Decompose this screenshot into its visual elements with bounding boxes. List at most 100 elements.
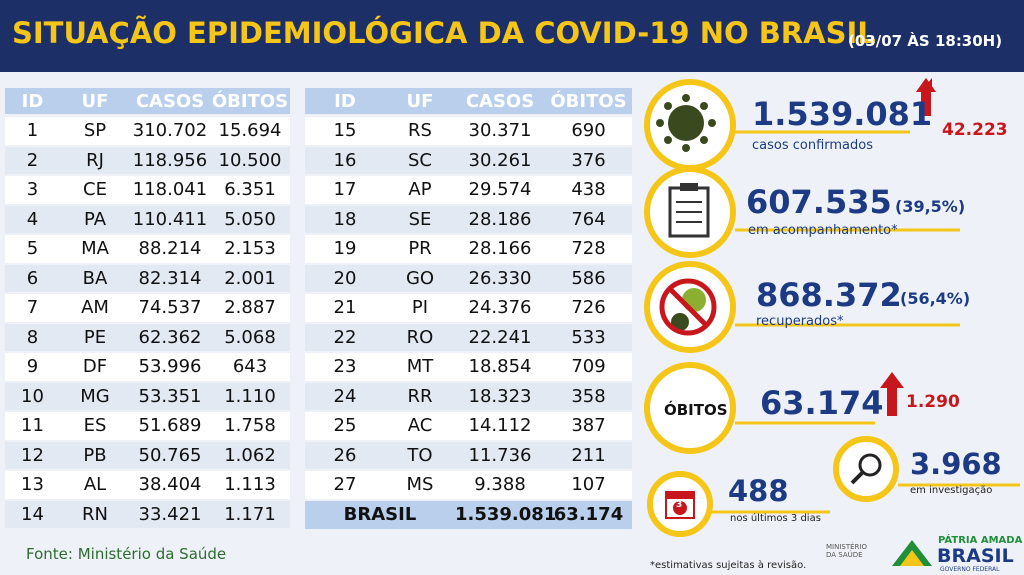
table-cell: 9 (26, 356, 39, 377)
table-cell: 3 (26, 179, 39, 200)
table-cell: 82.314 (138, 267, 202, 289)
table-cell: SP (83, 120, 107, 141)
table-cell: 8 (26, 326, 39, 348)
table-cell: 18 (333, 208, 357, 230)
table-cell: MS (406, 474, 434, 495)
table-cell: 10.500 (218, 149, 282, 171)
table-cell: 17 (333, 179, 357, 200)
table-cell: 26.330 (468, 267, 532, 289)
row-bg (305, 264, 632, 292)
table-cell: MA (81, 238, 109, 259)
row-bg (305, 412, 632, 440)
column-header: ÓBITOS (211, 91, 289, 112)
table-cell: 438 (571, 179, 606, 200)
row-bg (305, 323, 632, 351)
table-cell: 9.388 (474, 474, 526, 495)
row-bg (305, 235, 632, 263)
table-cell: 5.068 (224, 326, 276, 348)
row-bg (5, 412, 290, 440)
table-cell: 50.765 (138, 444, 202, 466)
confirmed-label: casos confirmados (752, 138, 873, 153)
table-cell: 15.694 (218, 120, 282, 141)
row-bg (5, 235, 290, 263)
table-cell: CE (83, 179, 107, 200)
table-cell: 2 (26, 149, 39, 171)
table-cell: RS (408, 120, 432, 141)
column-header: UF (81, 91, 109, 112)
table-cell: 74.537 (138, 297, 202, 318)
date: (03/07 ÀS 18:30H) (848, 32, 1003, 50)
row-bg (305, 353, 632, 381)
table-cell: 53.996 (138, 356, 202, 377)
table-cell: 11 (21, 415, 44, 436)
table-cell: 1.062 (224, 444, 276, 466)
table-header-bg (5, 88, 290, 114)
total-label: BRASIL (343, 503, 417, 525)
table-cell: SC (408, 149, 432, 171)
government: GOVERNO FEDERAL (940, 566, 1000, 573)
recovered-value: 868.372 (756, 276, 902, 314)
table-cell: 1 (26, 120, 39, 141)
table-cell: 24.376 (468, 297, 532, 318)
table-cell: 6 (26, 267, 39, 289)
table-cell: PA (83, 208, 107, 230)
table-cell: AM (81, 297, 109, 318)
total-deaths: 63.174 (553, 503, 624, 525)
table-cell: 16 (333, 149, 357, 171)
row-bg (5, 205, 290, 233)
table-cell: 14 (21, 503, 44, 525)
row-bg (5, 146, 290, 174)
ministry: MINISTÉRIO DA SAÚDE (826, 543, 867, 559)
table-cell: 22.241 (468, 326, 532, 348)
table-cell: 1.110 (224, 385, 276, 407)
column-header: ID (21, 91, 44, 112)
row-bg (5, 382, 290, 410)
table-cell: 5.050 (224, 208, 276, 230)
row-bg (5, 323, 290, 351)
table-cell: 107 (571, 474, 606, 495)
table-cell: 533 (571, 326, 606, 348)
table-cell: 15 (333, 120, 357, 141)
column-header: ID (334, 91, 356, 112)
table-cell: 30.371 (468, 120, 532, 141)
table-cell: 118.041 (132, 179, 208, 200)
investigation-label: em investigação (910, 485, 993, 496)
table-cell: 27 (333, 474, 357, 495)
row-bg (305, 117, 632, 145)
flag-logo (892, 540, 932, 566)
row-bg (305, 471, 632, 499)
table-cell: BA (82, 267, 108, 289)
table-cell: 376 (571, 149, 606, 171)
table-cell: 28.186 (468, 208, 532, 230)
monitoring-label: em acompanhamento* (748, 223, 898, 238)
table-cell: PB (83, 444, 107, 466)
header-band (0, 0, 1024, 72)
table-cell: 19 (333, 238, 357, 259)
table-cell: AP (408, 179, 432, 200)
note: *estimativas sujeitas à revisão. (650, 560, 807, 571)
row-bg (5, 500, 290, 528)
table-cell: 14.112 (468, 415, 532, 436)
table-cell: 25 (333, 415, 357, 436)
table-cell: 310.702 (132, 120, 208, 141)
table-cell: 62.362 (138, 326, 202, 348)
table-cell: 11.736 (468, 444, 532, 466)
table-cell: 22 (333, 326, 357, 348)
table-cell: 33.421 (138, 503, 202, 525)
row-bg (305, 176, 632, 204)
row-bg (305, 146, 632, 174)
table-cell: RN (82, 503, 108, 525)
table-cell: PE (83, 326, 107, 348)
table-cell: 28.166 (468, 238, 532, 259)
calendar-day: 3 (676, 500, 683, 510)
table-cell: 20 (333, 267, 357, 289)
total-bg (305, 500, 632, 529)
table-cell: 29.574 (468, 179, 532, 200)
table-cell: 23 (333, 356, 357, 377)
table-cell: 110.411 (132, 208, 208, 230)
table-cell: 211 (571, 444, 606, 466)
table-cell: 726 (571, 297, 606, 318)
deaths-badge: ÓBITOS (664, 401, 728, 419)
column-header: ÓBITOS (550, 91, 627, 112)
